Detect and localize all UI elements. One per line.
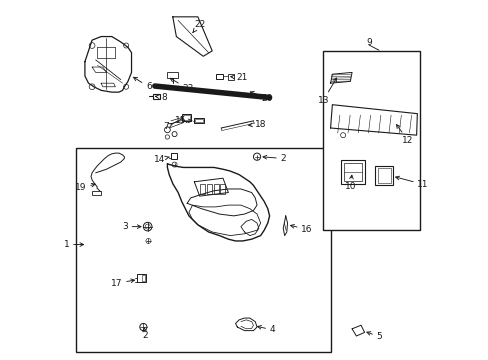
Text: 12: 12 [396, 125, 413, 145]
Text: 8: 8 [155, 93, 166, 102]
Text: 23: 23 [170, 78, 193, 93]
Text: 19: 19 [75, 183, 95, 192]
Bar [228, 74, 233, 80]
Bar [220, 184, 225, 194]
Text: 14: 14 [153, 155, 169, 164]
Text: 5: 5 [366, 332, 382, 341]
Bar [344, 163, 361, 181]
Text: 1: 1 [63, 240, 83, 249]
Text: 16: 16 [290, 225, 312, 234]
Bar [206, 184, 212, 194]
Text: 9: 9 [366, 38, 371, 47]
Bar [76, 148, 330, 352]
Bar [195, 120, 203, 122]
Text: 18: 18 [248, 120, 266, 129]
Text: 6: 6 [133, 77, 151, 91]
Text: 13: 13 [317, 78, 336, 105]
Bar [323, 51, 419, 230]
Text: 2: 2 [142, 328, 147, 340]
Bar [153, 94, 159, 99]
Bar [92, 191, 101, 195]
Text: 21: 21 [230, 73, 247, 82]
Bar [377, 168, 390, 183]
Bar [183, 116, 189, 120]
Text: 7: 7 [163, 122, 172, 131]
Bar [182, 114, 190, 121]
Bar [167, 72, 178, 78]
Bar [375, 166, 392, 185]
Bar [199, 184, 204, 194]
Text: 3: 3 [122, 222, 141, 231]
Text: 2: 2 [263, 154, 285, 163]
Text: 17: 17 [111, 279, 134, 288]
Bar [171, 153, 177, 159]
Text: 11: 11 [395, 176, 428, 189]
Bar [215, 74, 223, 79]
Text: 20: 20 [250, 91, 272, 103]
Text: 4: 4 [257, 325, 275, 334]
Text: 15: 15 [175, 116, 191, 125]
Text: 10: 10 [344, 175, 356, 191]
Bar [214, 184, 219, 194]
Bar [194, 118, 204, 123]
Bar [142, 275, 145, 281]
Bar [137, 274, 145, 282]
Bar [341, 160, 364, 184]
Text: 22: 22 [192, 19, 205, 32]
